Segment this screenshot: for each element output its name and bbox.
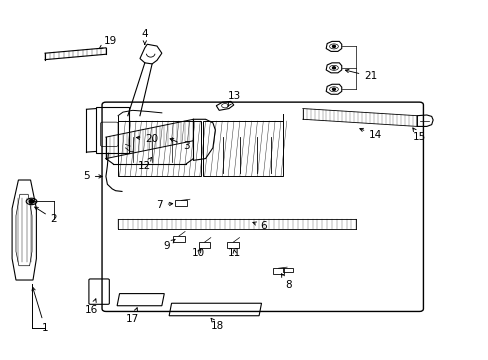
Text: 19: 19 [99,36,117,49]
Text: 6: 6 [252,221,267,231]
Text: 4: 4 [141,28,148,44]
Text: 20: 20 [136,134,158,144]
Text: 21: 21 [345,69,377,81]
Text: 5: 5 [83,171,102,181]
Text: 15: 15 [412,128,426,142]
Circle shape [332,67,335,69]
Text: 2: 2 [35,207,57,224]
Text: 3: 3 [170,139,189,151]
Text: 17: 17 [126,308,139,324]
Text: 8: 8 [281,274,291,291]
Text: 18: 18 [211,318,224,332]
Text: 10: 10 [191,248,204,258]
Circle shape [332,45,335,48]
Text: 14: 14 [359,129,382,140]
Text: 16: 16 [84,299,98,315]
Text: 1: 1 [32,287,48,333]
Circle shape [29,200,34,203]
Text: 12: 12 [138,158,151,171]
Text: 11: 11 [228,248,241,258]
Circle shape [332,88,335,90]
Text: 13: 13 [227,91,241,106]
Text: 9: 9 [163,239,175,251]
Text: 7: 7 [156,200,172,210]
